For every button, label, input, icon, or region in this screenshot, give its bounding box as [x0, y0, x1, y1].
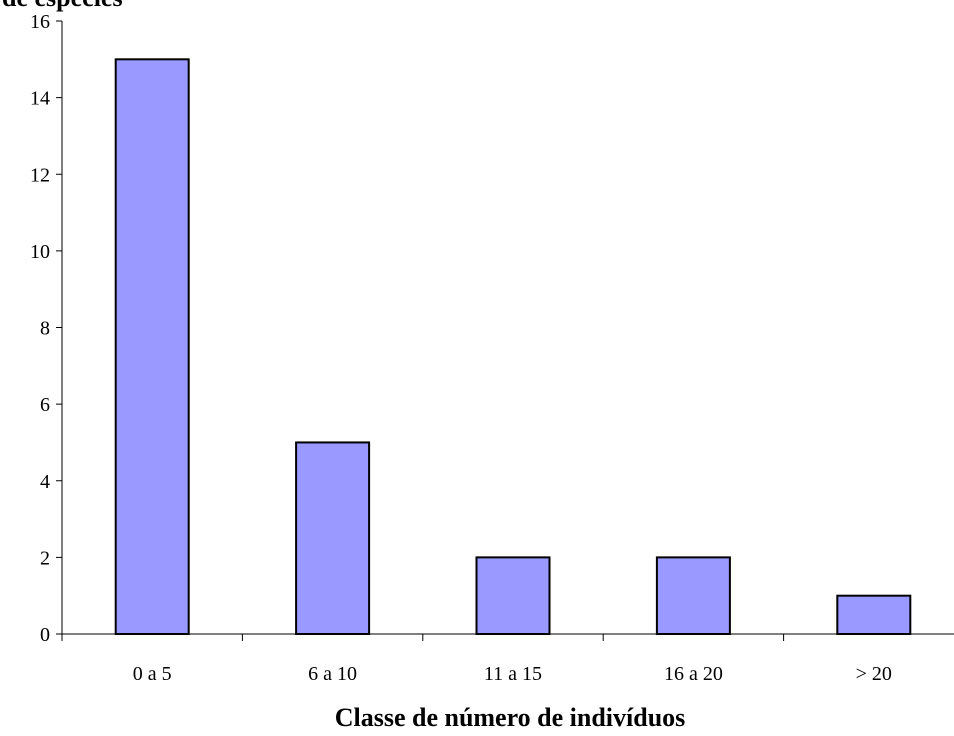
x-tick-label: > 20 — [856, 663, 892, 685]
y-tick-label: 12 — [30, 164, 50, 186]
bar — [295, 441, 371, 635]
y-tick-label: 16 — [30, 11, 50, 33]
y-tick-label: 6 — [40, 394, 50, 416]
x-tick-label: 16 a 20 — [664, 663, 723, 685]
x-tick-label: 11 a 15 — [484, 663, 542, 685]
y-tick-label: 10 — [30, 241, 50, 263]
y-tick-label: 8 — [40, 318, 50, 340]
x-axis-title: Classe de número de indivíduos — [335, 703, 686, 732]
bar — [114, 58, 190, 635]
y-axis-title-fragment: de espécies — [2, 0, 123, 12]
y-tick-label: 0 — [40, 624, 50, 646]
y-tick-label: 2 — [40, 547, 50, 569]
x-tick-label: 0 a 5 — [133, 663, 172, 685]
x-tick-label: 6 a 10 — [308, 663, 357, 685]
y-axis-ticks: 0 2 4 6 8 10 12 14 16 — [30, 11, 62, 646]
bar — [655, 556, 731, 635]
x-axis-ticks: 0 a 5 6 a 10 11 a 15 16 a 20 > 20 — [61, 634, 892, 685]
bar — [475, 556, 551, 635]
y-tick-label: 4 — [40, 471, 50, 493]
y-tick-label: 14 — [30, 88, 50, 110]
bar — [836, 594, 912, 635]
bars — [114, 58, 912, 635]
